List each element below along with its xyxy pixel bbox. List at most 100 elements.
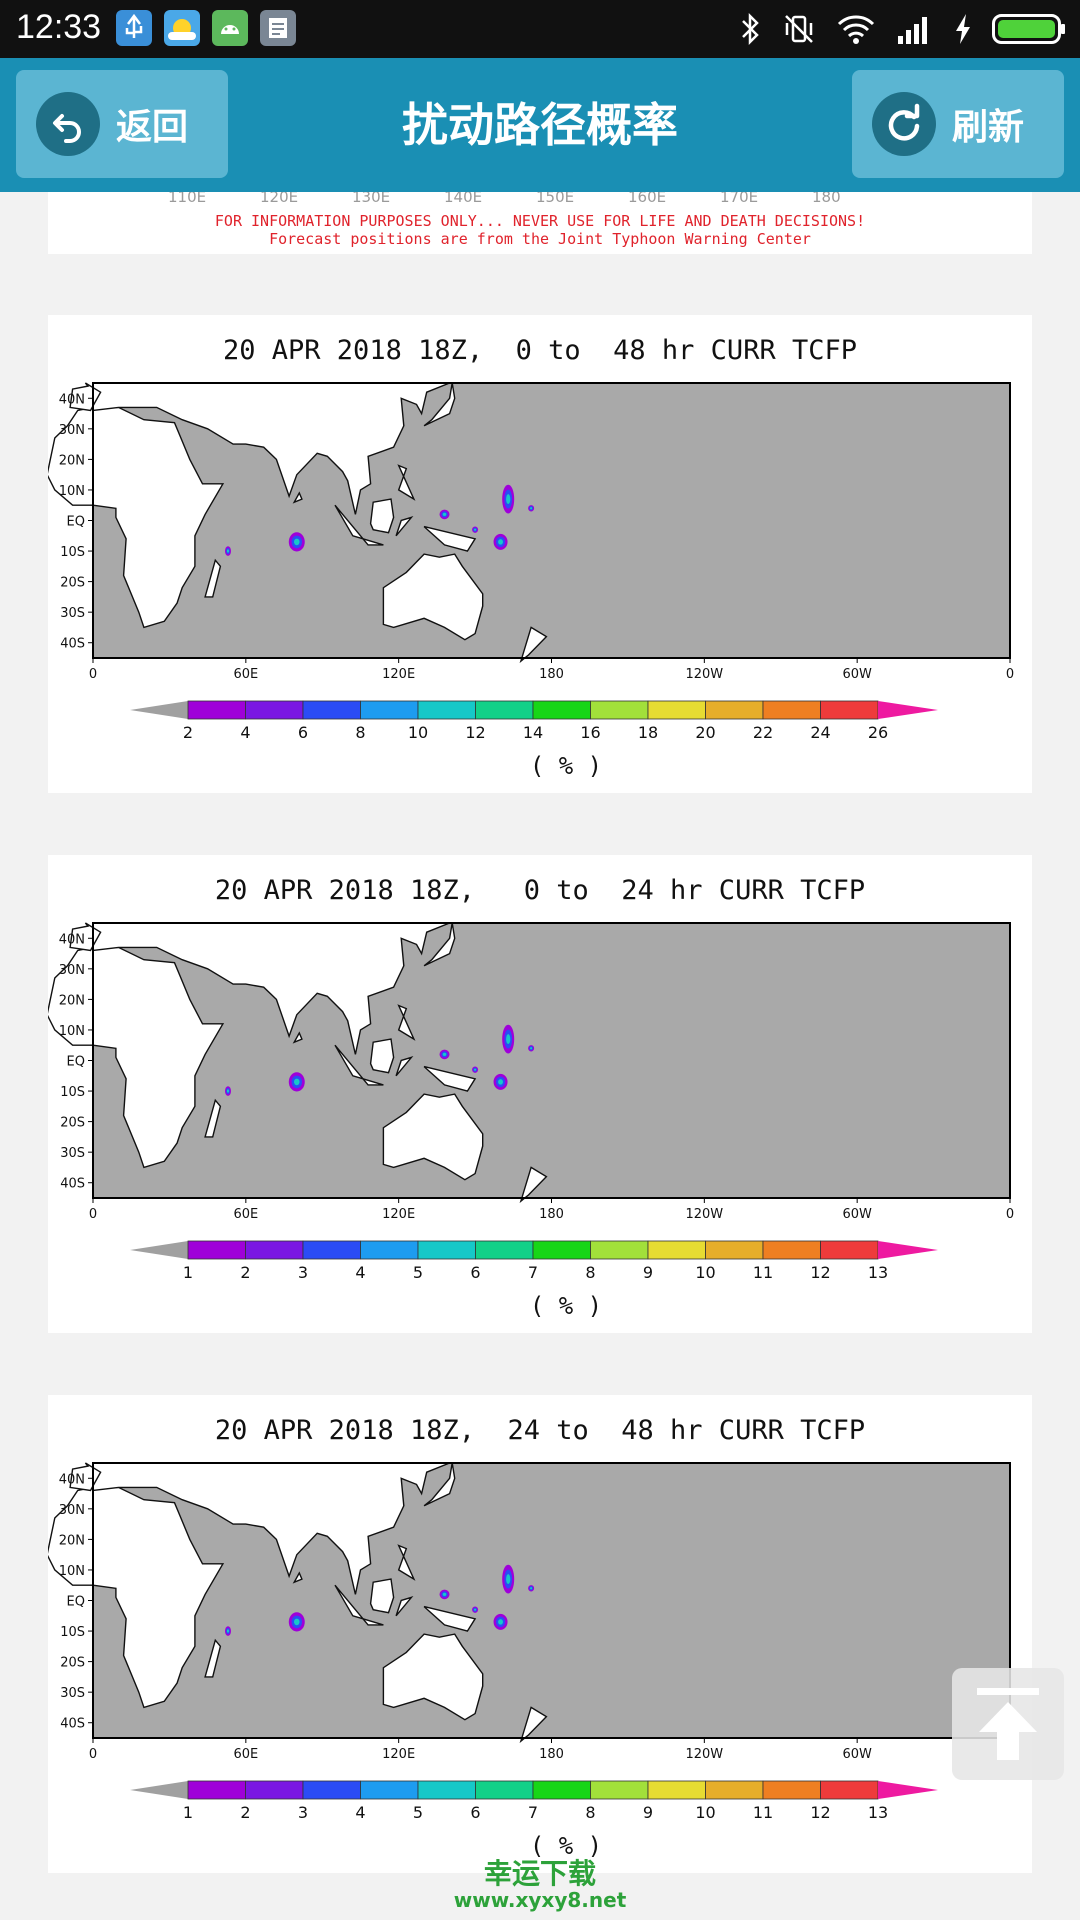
lat-label: 20N xyxy=(59,993,85,1008)
lon-label: 120E xyxy=(382,1747,415,1762)
colorbar-tick-label: 12 xyxy=(465,723,485,742)
battery-icon xyxy=(992,14,1066,44)
page-title: 扰动路径概率 xyxy=(402,98,678,152)
colorbar-tick-label: 13 xyxy=(868,1803,888,1822)
lat-label: 30N xyxy=(59,963,85,978)
landmass xyxy=(423,525,477,552)
lon-label: 120E xyxy=(382,667,415,682)
landmass xyxy=(423,1605,477,1632)
lon-label: 60W xyxy=(842,1747,872,1762)
colorbar-min-arrow xyxy=(130,1241,188,1259)
colorbar-segment xyxy=(417,700,476,720)
lon-label: 0 xyxy=(89,1747,97,1762)
colorbar-segment xyxy=(590,1780,649,1800)
colorbar-tick-label: 2 xyxy=(183,723,193,742)
back-button-label: 返回 xyxy=(116,107,189,148)
usb-icon xyxy=(116,10,152,46)
colorbar-segment xyxy=(590,1240,649,1260)
colorbar-tick-label: 3 xyxy=(298,1803,308,1822)
tcfp-chart-1: 20 APR 2018 18Z, 0 to 48 hr CURR TCFP 40N… xyxy=(48,315,1032,793)
colorbar-segment xyxy=(302,1240,361,1260)
lat-label: 10N xyxy=(59,1024,85,1039)
probability-blob xyxy=(442,512,447,517)
colorbar-tick-label: 1 xyxy=(183,1803,193,1822)
content-scroll[interactable]: 110E 120E 130E 140E 150E 160E 170E 180 FOR INFO… xyxy=(0,192,1080,1920)
colorbar-segment xyxy=(705,1240,764,1260)
scroll-to-top-button[interactable] xyxy=(952,1668,1064,1780)
lat-label: 20S xyxy=(60,1656,85,1671)
lat-label: 30S xyxy=(60,1146,85,1161)
refresh-button[interactable]: 刷新 xyxy=(852,70,1064,178)
colorbar-segment xyxy=(245,1240,304,1260)
arrow-up-icon xyxy=(977,1688,1039,1760)
probability-blob xyxy=(530,1587,533,1590)
colorbar-segment xyxy=(705,1780,764,1800)
colorbar-segment xyxy=(302,700,361,720)
landmass xyxy=(369,1038,395,1074)
disclaimer-line-1: FOR INFORMATION PURPOSES ONLY... NEVER U… xyxy=(214,212,866,230)
watermark-url: www.xyxy8.net xyxy=(453,1888,627,1912)
lon-label: 120W xyxy=(685,1207,723,1222)
refresh-icon xyxy=(872,92,936,156)
colorbar-segment xyxy=(245,1780,304,1800)
landmass xyxy=(334,1044,366,1081)
probability-blob xyxy=(293,1618,300,1626)
refresh-button-label: 刷新 xyxy=(952,107,1025,148)
probability-blob xyxy=(474,1608,477,1611)
colorbar-segment xyxy=(475,1780,534,1800)
colorbar-tick-label: 8 xyxy=(585,1263,595,1282)
colorbar-segment xyxy=(245,700,304,720)
app-header: 扰动路径概率 返回 刷新 xyxy=(0,58,1080,192)
colorbar-segment xyxy=(187,1780,246,1800)
lon-label: 0 xyxy=(1006,667,1014,682)
colorbar-tick-label: 5 xyxy=(413,1263,423,1282)
colorbar-tick-label: 18 xyxy=(638,723,658,742)
lat-label: 10S xyxy=(60,1625,85,1640)
landmass xyxy=(292,1031,303,1044)
landmass xyxy=(395,1056,414,1077)
colorbar-tick-label: 11 xyxy=(753,1803,773,1822)
colorbar-tick-label: 3 xyxy=(298,1263,308,1282)
lat-label: 20S xyxy=(60,1116,85,1131)
notes-icon xyxy=(260,10,296,46)
lat-label: 40S xyxy=(60,637,85,652)
lon-label: 120E xyxy=(382,1207,415,1222)
colorbar-tick-label: 10 xyxy=(408,723,428,742)
chart-card-1: 20 APR 2018 18Z, 0 to 48 hr CURR TCFP 40N… xyxy=(48,315,1032,793)
colorbar-tick-label: 2 xyxy=(240,1803,250,1822)
prev-axis-tick: 170E xyxy=(720,192,759,206)
colorbar-tick-label: 24 xyxy=(810,723,830,742)
status-time: 12:33 xyxy=(16,8,102,46)
unit-label: ( % ) xyxy=(530,1292,602,1320)
colorbar-segment xyxy=(762,1240,821,1260)
lat-label: 20N xyxy=(59,1533,85,1548)
disclaimer-line-2: Forecast positions are from the Joint Ty… xyxy=(269,230,811,248)
lon-label: 180 xyxy=(539,1207,564,1222)
probability-blob xyxy=(293,538,300,546)
colorbar-segment xyxy=(360,1780,419,1800)
landmass xyxy=(382,1093,484,1181)
colorbar-segment xyxy=(532,700,591,720)
colorbar-segment xyxy=(360,700,419,720)
landmass xyxy=(395,1596,414,1617)
landmass xyxy=(360,537,384,546)
colorbar-tick-label: 7 xyxy=(528,1803,538,1822)
landmass xyxy=(92,1462,450,1595)
wifi-icon xyxy=(836,13,876,45)
colorbar-segment xyxy=(705,700,764,720)
colorbar-segment xyxy=(187,700,246,720)
prev-axis-tick: 110E xyxy=(168,192,207,206)
lat-label: 30N xyxy=(59,423,85,438)
colorbar-tick-label: 16 xyxy=(580,723,600,742)
back-button[interactable]: 返回 xyxy=(16,70,228,178)
signal-icon xyxy=(896,14,934,44)
landmass xyxy=(360,1077,384,1086)
probability-blob xyxy=(530,1047,533,1050)
probability-blob xyxy=(442,1052,447,1057)
tcfp-chart-2: 20 APR 2018 18Z, 0 to 24 hr CURR TCFP 40N… xyxy=(48,855,1032,1333)
lat-label: 10N xyxy=(59,484,85,499)
lat-label: 20N xyxy=(59,453,85,468)
landmass xyxy=(360,1617,384,1626)
landmass xyxy=(334,504,366,541)
landmass xyxy=(519,626,548,664)
